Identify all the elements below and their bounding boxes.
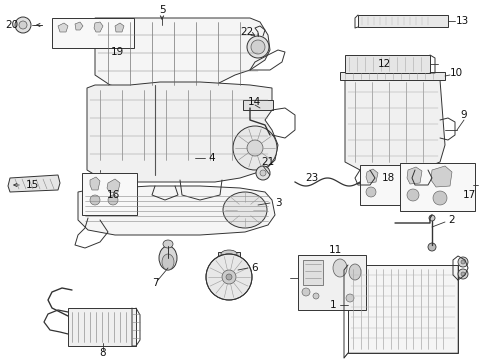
Ellipse shape	[159, 246, 177, 270]
Bar	[68, 308, 136, 346]
Polygon shape	[87, 82, 278, 182]
Ellipse shape	[246, 140, 263, 156]
Polygon shape	[339, 72, 444, 80]
Ellipse shape	[256, 166, 269, 180]
Polygon shape	[8, 175, 60, 192]
Polygon shape	[58, 23, 68, 32]
Text: 21: 21	[261, 157, 274, 167]
Ellipse shape	[332, 259, 346, 277]
Text: 5: 5	[159, 5, 165, 15]
Text: 1: 1	[329, 300, 336, 310]
Ellipse shape	[260, 170, 265, 176]
Text: 10: 10	[448, 68, 462, 78]
Polygon shape	[406, 167, 421, 184]
Ellipse shape	[163, 240, 173, 248]
Polygon shape	[365, 169, 377, 183]
Bar	[399, 163, 474, 211]
Polygon shape	[90, 177, 100, 190]
Polygon shape	[75, 22, 83, 30]
Text: 6: 6	[251, 263, 258, 273]
Text: 17: 17	[462, 190, 475, 200]
Text: 23: 23	[305, 173, 318, 183]
Ellipse shape	[90, 195, 100, 205]
Ellipse shape	[222, 270, 236, 284]
Ellipse shape	[365, 187, 375, 197]
Polygon shape	[345, 75, 444, 170]
Text: 3: 3	[274, 198, 281, 208]
Polygon shape	[430, 166, 451, 187]
Polygon shape	[78, 186, 274, 235]
Ellipse shape	[15, 17, 31, 33]
Text: 14: 14	[247, 97, 260, 107]
Ellipse shape	[232, 126, 276, 170]
Bar	[345, 55, 429, 73]
Ellipse shape	[205, 254, 251, 300]
Text: 19: 19	[110, 47, 123, 57]
Ellipse shape	[302, 288, 309, 296]
Ellipse shape	[460, 260, 464, 264]
Polygon shape	[95, 18, 269, 90]
Text: 4: 4	[208, 153, 215, 163]
Text: 18: 18	[381, 173, 394, 183]
Ellipse shape	[246, 36, 268, 58]
Ellipse shape	[223, 192, 266, 228]
Ellipse shape	[457, 257, 467, 267]
Ellipse shape	[427, 243, 435, 251]
Text: 7: 7	[151, 278, 158, 288]
Bar	[297, 255, 365, 310]
Ellipse shape	[428, 215, 434, 221]
Ellipse shape	[250, 40, 264, 54]
Text: 2: 2	[448, 215, 454, 225]
Bar	[359, 165, 401, 205]
Bar	[82, 173, 137, 215]
Ellipse shape	[108, 195, 118, 205]
Text: 20: 20	[5, 20, 19, 30]
Bar	[357, 15, 447, 27]
Polygon shape	[115, 23, 124, 32]
Text: 15: 15	[25, 180, 39, 190]
Bar	[303, 260, 323, 285]
Ellipse shape	[348, 264, 360, 280]
Polygon shape	[94, 22, 103, 32]
Text: 13: 13	[454, 16, 468, 26]
Text: 12: 12	[377, 59, 390, 69]
Ellipse shape	[406, 189, 418, 201]
Bar	[347, 265, 457, 353]
Text: 9: 9	[460, 110, 467, 120]
Ellipse shape	[19, 21, 27, 29]
Ellipse shape	[221, 250, 237, 258]
Bar	[218, 252, 240, 264]
Bar	[52, 18, 134, 48]
Ellipse shape	[346, 294, 353, 302]
Ellipse shape	[312, 293, 318, 299]
Polygon shape	[107, 179, 120, 193]
Text: 11: 11	[328, 245, 341, 255]
Text: 8: 8	[100, 348, 106, 358]
Ellipse shape	[457, 269, 467, 279]
Text: 22: 22	[240, 27, 253, 37]
Ellipse shape	[460, 272, 464, 276]
Bar	[243, 100, 272, 110]
Ellipse shape	[432, 191, 446, 205]
Ellipse shape	[162, 254, 174, 270]
Ellipse shape	[225, 274, 231, 280]
Text: 16: 16	[106, 190, 120, 200]
